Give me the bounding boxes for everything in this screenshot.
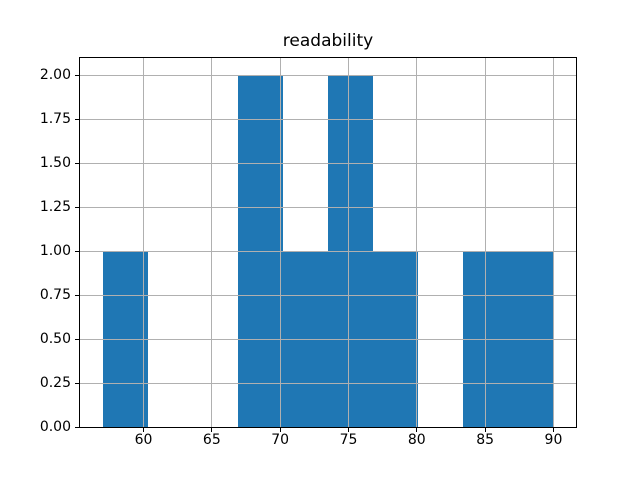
gridline-horizontal	[80, 382, 576, 384]
y-tick-label: 0.50	[39, 330, 71, 347]
y-tick-mark	[75, 338, 79, 340]
x-tick-label: 80	[407, 432, 426, 448]
x-tick-mark	[143, 428, 145, 432]
y-tick-label: 1.00	[39, 242, 71, 259]
y-tick-label: 1.25	[39, 198, 71, 215]
x-tick-label: 65	[202, 432, 221, 448]
y-tick-mark	[75, 119, 79, 120]
y-tick-label: 1.75	[39, 111, 71, 127]
gridline-horizontal	[80, 119, 576, 120]
gridline-vertical	[143, 58, 145, 427]
x-tick-label: 90	[544, 432, 563, 448]
y-tick-mark	[75, 382, 79, 384]
y-tick-mark	[75, 162, 79, 164]
x-tick-mark	[211, 428, 213, 432]
gridline-vertical	[279, 58, 281, 427]
gridline-horizontal	[80, 162, 576, 164]
plot-area	[79, 57, 577, 428]
x-tick-mark	[347, 428, 349, 432]
y-tick-mark	[75, 426, 79, 428]
y-tick-label: 2.00	[39, 67, 71, 84]
x-tick-mark	[484, 428, 486, 432]
x-tick-label: 60	[134, 432, 153, 448]
x-tick-mark	[552, 428, 554, 432]
gridline-vertical	[552, 58, 554, 427]
x-tick-label: 70	[271, 432, 290, 448]
gridline-horizontal	[80, 75, 576, 77]
gridline-horizontal	[80, 338, 576, 340]
y-tick-label: 0.25	[39, 374, 71, 391]
x-tick-mark	[279, 428, 281, 432]
y-tick-mark	[75, 206, 79, 208]
y-tick-mark	[75, 294, 79, 296]
gridline-vertical	[347, 58, 349, 427]
gridline-horizontal	[80, 250, 576, 252]
chart-title: readability	[282, 31, 374, 51]
gridline-vertical	[416, 58, 418, 427]
y-tick-label: 0.75	[39, 286, 71, 303]
y-tick-label: 1.50	[39, 154, 71, 171]
gridline-horizontal	[80, 206, 576, 208]
gridline-horizontal	[80, 294, 576, 296]
y-tick-mark	[75, 250, 79, 252]
x-tick-label: 85	[476, 432, 495, 448]
x-tick-mark	[416, 428, 418, 432]
gridline-vertical	[484, 58, 486, 427]
y-tick-label: 0.00	[39, 418, 71, 435]
gridline-vertical	[211, 58, 213, 427]
x-tick-label: 75	[339, 432, 358, 448]
y-tick-mark	[75, 75, 79, 77]
